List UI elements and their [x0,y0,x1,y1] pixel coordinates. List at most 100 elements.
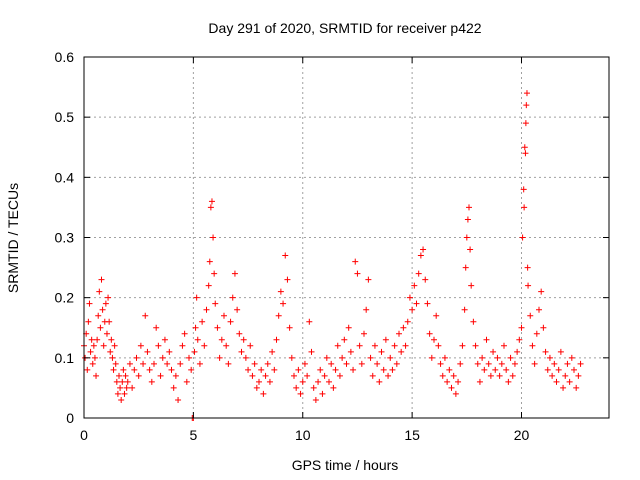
data-point [148,378,155,385]
data-point [431,336,437,343]
data-point [256,378,262,385]
data-point [519,234,526,241]
data-point [99,306,106,313]
data-point [409,306,416,313]
data-point [117,384,124,391]
data-point [181,330,188,337]
data-point [404,318,411,325]
data-point [479,354,486,361]
data-point [398,348,405,355]
data-point [363,306,370,313]
data-point [426,330,433,337]
axes: 0 5 10 15 20 0 0.1 0.2 0.3 0.4 0.5 0.6 [55,49,610,443]
data-point [352,258,359,265]
data-point [280,300,287,307]
data-point [183,378,190,385]
data-point [97,324,104,331]
data-point [310,384,317,391]
data-point [520,186,527,193]
data-point [328,360,335,367]
data-point [153,324,160,331]
data-point [199,318,206,325]
data-point [538,288,545,295]
data-point [124,378,131,385]
x-tick-label: 15 [404,427,420,443]
data-point [86,300,93,307]
data-point [151,360,157,367]
data-point [114,390,121,397]
data-point [269,348,276,355]
data-point [492,366,499,373]
data-point [87,348,94,355]
data-point [378,348,385,355]
data-point [247,342,254,349]
data-point [424,300,431,307]
data-point [343,360,350,367]
data-point [164,360,171,367]
x-tick-label: 0 [80,427,88,443]
x-tick-label: 20 [514,427,530,443]
data-point [207,204,214,211]
data-point [293,384,300,391]
data-point [109,354,116,361]
data-point [205,282,212,289]
data-point [391,342,398,349]
data-point [299,378,306,385]
data-point [462,264,469,271]
data-point [102,300,109,307]
data-point [406,294,413,301]
data-point [216,354,223,361]
data-point [262,372,269,379]
y-tick-label: 0.1 [55,350,75,366]
data-point [371,342,378,349]
data-point [461,306,468,313]
data-point [258,366,265,373]
data-point [420,246,427,253]
y-tick-label: 0 [66,410,74,426]
data-point [455,378,462,385]
data-point [315,378,322,385]
x-axis-label: GPS time / hours [292,457,399,473]
data-point [196,360,203,367]
data-point [350,366,357,373]
data-point [551,360,558,367]
y-tick-label: 0.2 [55,290,75,306]
data-point [140,360,147,367]
data-point [282,252,289,259]
data-point [166,348,173,355]
data-point [90,342,97,349]
data-point [240,336,247,343]
data-point [466,204,472,211]
data-point [120,366,127,373]
data-point [573,384,580,391]
data-point [459,342,466,349]
data-point [533,330,540,337]
data-point [345,324,352,331]
data-point [210,234,217,241]
data-point [234,306,241,313]
data-point [490,348,497,355]
data-point [161,336,168,343]
data-point [472,342,479,349]
data-point [336,372,343,379]
data-point [503,366,510,373]
data-point [413,300,420,307]
data-point [428,354,435,361]
data-point [354,270,361,277]
data-point [186,354,192,361]
data-point [206,258,213,265]
data-point [266,378,273,385]
data-point [277,288,284,295]
data-point [133,354,140,361]
data-point [369,372,376,379]
data-point [98,276,105,283]
data-point [119,378,126,385]
data-point [387,354,394,361]
data-point [334,342,341,349]
data-point [446,366,453,373]
data-point [157,372,164,379]
x-tick-label: 5 [189,427,197,443]
data-point [389,366,396,373]
data-point [367,354,374,361]
data-point [511,360,518,367]
